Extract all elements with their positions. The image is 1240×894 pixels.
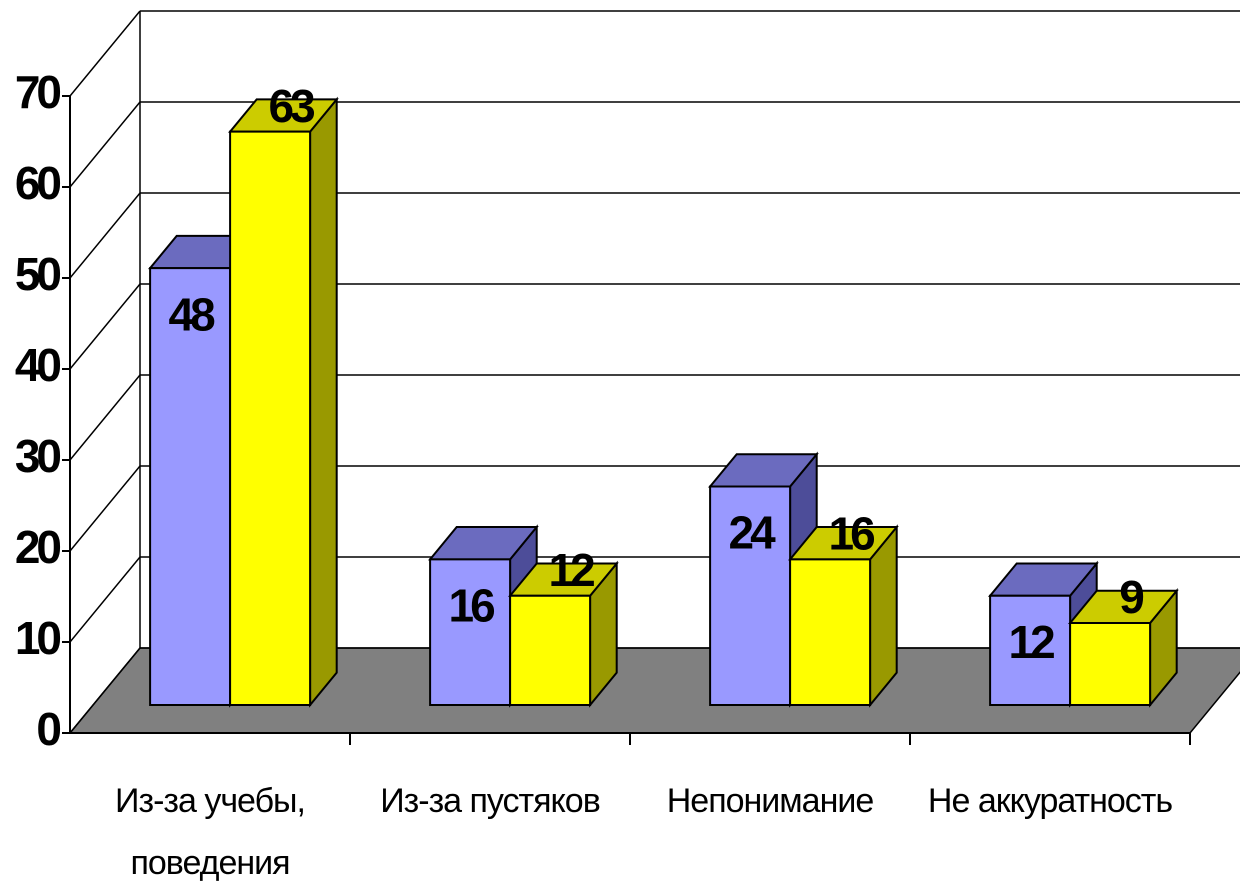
bar-front: [789, 558, 872, 706]
y-tick-label: 20: [15, 521, 61, 573]
grid-line: [69, 192, 141, 279]
grid-line: [69, 101, 141, 188]
bar-front: [989, 594, 1072, 706]
bar-front: [229, 130, 312, 706]
grid-line: [69, 556, 141, 643]
grid-line: [69, 647, 141, 734]
x-tick-label: Не аккуратность: [927, 782, 1173, 820]
grid-line: [69, 465, 141, 552]
x-tick-label: Из-за учебы, поведения: [115, 782, 306, 882]
y-tick-label: 40: [15, 339, 61, 391]
data-label: 48: [169, 288, 216, 340]
data-label: 24: [729, 507, 777, 559]
y-tick-label: 50: [15, 248, 61, 300]
data-label: 12: [1009, 616, 1055, 668]
bar: [1067, 587, 1179, 708]
bar: [787, 524, 899, 708]
x-tick-label: Непонимание: [666, 782, 875, 820]
bar: [227, 96, 339, 708]
y-tick-label: 0: [36, 703, 60, 755]
data-label: 16: [449, 580, 495, 632]
y-tick-label: 30: [15, 430, 61, 482]
grid-line: [69, 10, 141, 97]
y-tick-label: 70: [15, 66, 61, 118]
grid-line: [69, 283, 141, 370]
bar-front: [709, 485, 792, 706]
data-label: 12: [549, 544, 595, 596]
x-tick-label: Из-за пустяков: [380, 782, 601, 820]
y-tick-label: 10: [15, 612, 61, 664]
bar: [507, 560, 619, 708]
y-tick-label: 60: [15, 157, 61, 209]
bar-front: [509, 594, 592, 706]
data-label: 63: [269, 80, 315, 132]
bar-side: [309, 96, 338, 708]
bar-front: [429, 558, 512, 706]
data-label: 16: [829, 508, 875, 560]
data-label: 9: [1119, 571, 1143, 623]
grid-line: [69, 374, 141, 461]
bar-front: [1069, 622, 1152, 706]
